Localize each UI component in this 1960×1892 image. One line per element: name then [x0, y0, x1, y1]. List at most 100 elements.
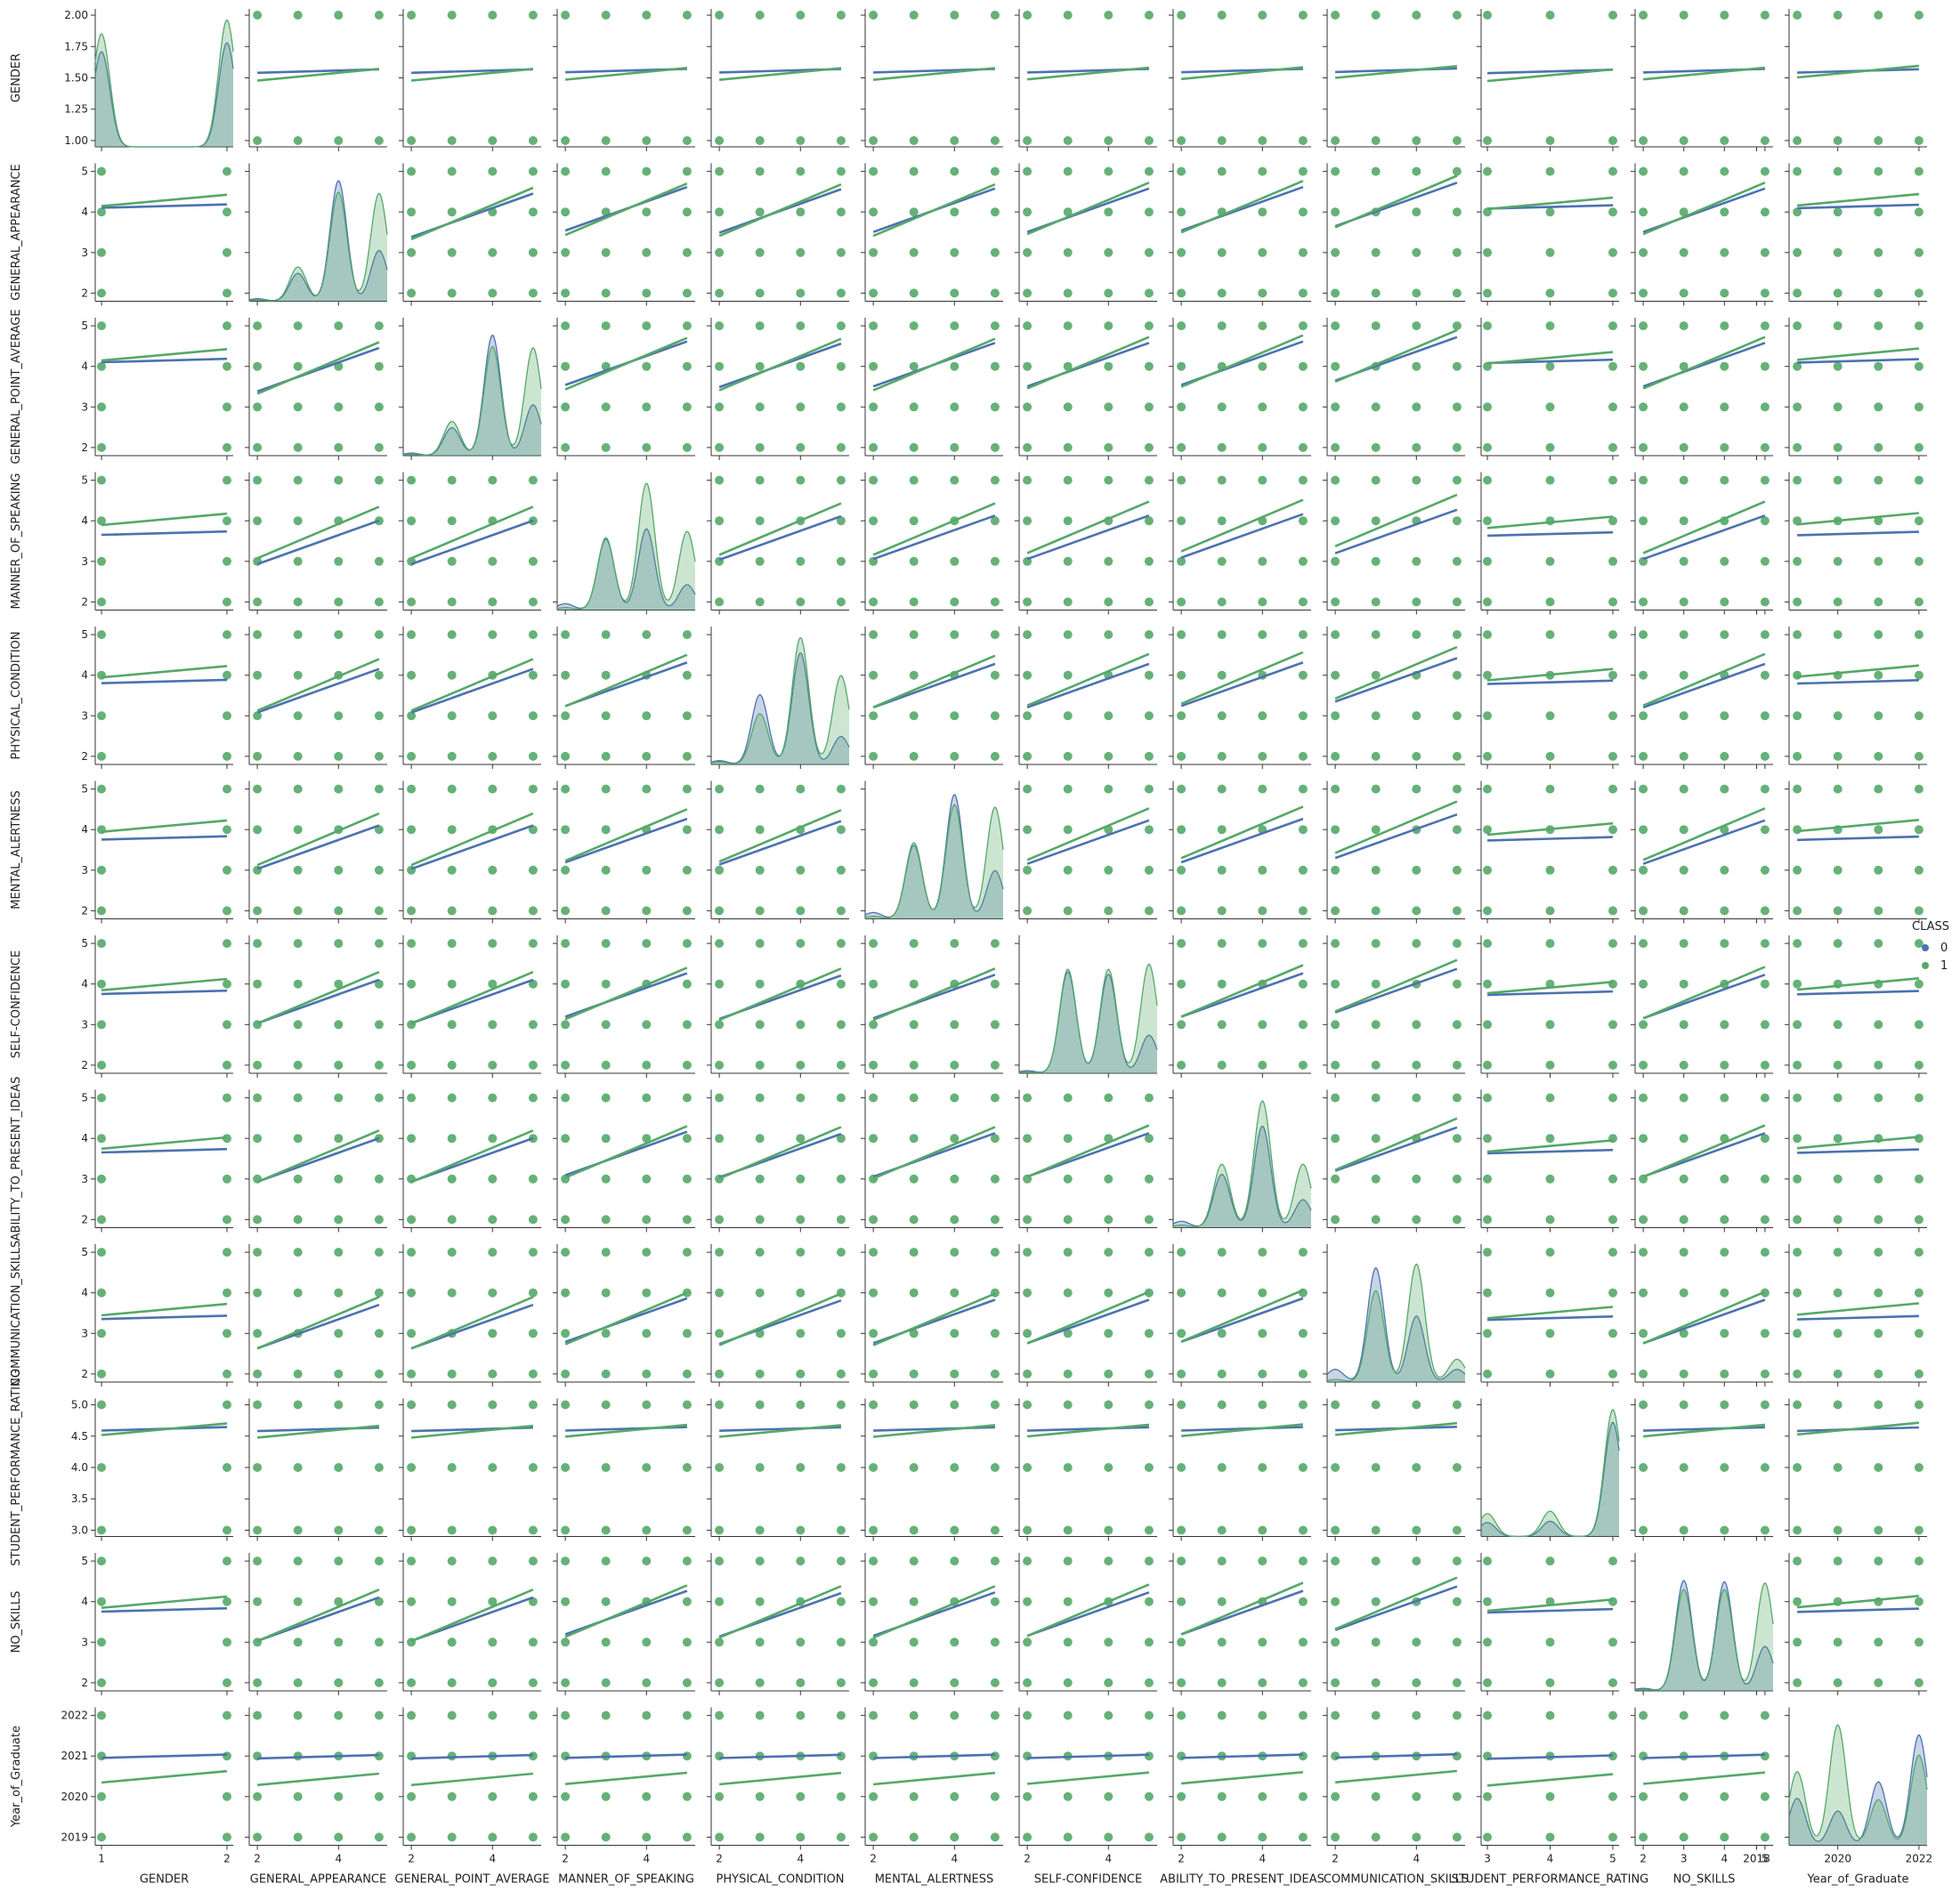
scatter-point: [1258, 1710, 1268, 1720]
scatter-point: [1144, 1174, 1154, 1184]
scatter-point: [601, 630, 611, 640]
scatter-point: [334, 1710, 344, 1720]
regression-line-class1: [1334, 65, 1458, 79]
panel-physical-condition-vs-no-skills: [1631, 627, 1773, 769]
scatter-point: [1874, 751, 1883, 761]
scatter-point: [1144, 865, 1154, 875]
scatter-point: [1412, 1093, 1421, 1103]
scatter-point: [909, 630, 919, 640]
scatter-point: [374, 1791, 384, 1801]
scatter-point: [1331, 751, 1340, 761]
scatter-point: [334, 1791, 344, 1801]
scatter-point: [1217, 1020, 1227, 1030]
scatter-point: [253, 939, 263, 949]
scatter-point: [1063, 1248, 1073, 1257]
panel-student-performance-rating-vs-student-performance-rating: [1477, 1398, 1620, 1541]
kde-fill-class1: [403, 346, 541, 456]
scatter-point: [1371, 288, 1381, 298]
scatter-point: [1104, 865, 1114, 875]
scatter-point: [1144, 361, 1154, 371]
scatter-point: [97, 906, 106, 916]
scatter-point: [1452, 247, 1462, 257]
scatter-point: [796, 1637, 806, 1647]
scatter-point: [447, 1751, 457, 1761]
scatter-point: [1760, 1060, 1770, 1070]
scatter-point: [223, 906, 231, 916]
scatter-point: [1874, 1637, 1883, 1647]
scatter-point: [407, 1525, 417, 1535]
scatter-point: [1331, 1093, 1340, 1103]
scatter-point: [1331, 784, 1340, 794]
scatter-point: [1483, 1020, 1492, 1030]
panel-physical-condition-vs-communication-skills: [1323, 627, 1465, 769]
scatter-point: [253, 597, 263, 607]
scatter-point: [293, 11, 303, 20]
scatter-point: [1298, 288, 1308, 298]
regression-line-class0: [1486, 679, 1614, 685]
regression-line-class1: [564, 336, 688, 391]
scatter-point: [682, 1174, 692, 1184]
regression-line-class1: [101, 1302, 228, 1317]
x-tick-label: 4: [1413, 1853, 1420, 1865]
scatter-point: [1639, 1400, 1648, 1410]
regression-line-class0: [101, 1606, 228, 1613]
panel-no-skills-vs-communication-skills: [1323, 1553, 1465, 1695]
kde-fill-class1: [95, 20, 233, 148]
scatter-point: [1217, 442, 1227, 452]
scatter-point: [488, 288, 498, 298]
scatter-point: [1483, 321, 1492, 331]
y-tick-label: 3: [81, 864, 88, 877]
scatter-point: [1144, 1678, 1154, 1687]
regression-line-class1: [564, 1125, 688, 1179]
scatter-point: [1104, 1791, 1114, 1801]
scatter-point: [334, 1463, 344, 1472]
scatter-point: [1760, 288, 1770, 298]
scatter-point: [1760, 1134, 1770, 1144]
scatter-point: [1063, 1369, 1073, 1379]
scatter-point: [796, 1525, 806, 1535]
scatter-point: [374, 556, 384, 566]
scatter-point: [253, 1400, 263, 1410]
scatter-point: [715, 402, 725, 412]
panel-gender-vs-mental-alertness: [861, 9, 1003, 151]
scatter-point: [869, 516, 879, 526]
scatter-point: [97, 597, 106, 607]
scatter-point: [1833, 865, 1843, 875]
scatter-point: [407, 1791, 417, 1801]
panel-general-point-average-vs-self-confidence: [1015, 318, 1157, 460]
scatter-point: [1063, 906, 1073, 916]
scatter-point: [528, 1215, 538, 1225]
scatter-point: [836, 1751, 846, 1761]
scatter-point: [755, 402, 765, 412]
scatter-point: [836, 1134, 846, 1144]
scatter-point: [1063, 1791, 1073, 1801]
scatter-point: [1144, 136, 1154, 145]
scatter-point: [1483, 11, 1492, 20]
scatter-point: [715, 207, 725, 217]
scatter-point: [1793, 825, 1802, 835]
scatter-point: [1874, 1463, 1883, 1472]
kde-fill-class1: [865, 805, 1003, 919]
panel-general-appearance-vs-general-point-average: [399, 163, 541, 306]
scatter-point: [334, 475, 344, 485]
scatter-point: [223, 1597, 231, 1606]
scatter-point: [755, 1288, 765, 1298]
panel-gender-vs-communication-skills: [1323, 9, 1465, 151]
x-axis-label-general-appearance: GENERAL_APPEARANCE: [250, 1873, 386, 1887]
scatter-point: [796, 1556, 806, 1566]
scatter-point: [950, 1134, 960, 1144]
scatter-point: [1144, 516, 1154, 526]
scatter-point: [293, 1369, 303, 1379]
scatter-point: [869, 979, 879, 989]
scatter-point: [1639, 1060, 1648, 1070]
scatter-point: [1371, 670, 1381, 680]
scatter-point: [1833, 1400, 1843, 1410]
scatter-point: [682, 906, 692, 916]
scatter-point: [796, 906, 806, 916]
panel-mental-alertness-vs-communication-skills: [1323, 780, 1465, 924]
scatter-point: [1639, 288, 1648, 298]
scatter-point: [836, 1525, 846, 1535]
scatter-point: [223, 361, 231, 371]
scatter-point: [528, 865, 538, 875]
scatter-point: [869, 1463, 879, 1472]
